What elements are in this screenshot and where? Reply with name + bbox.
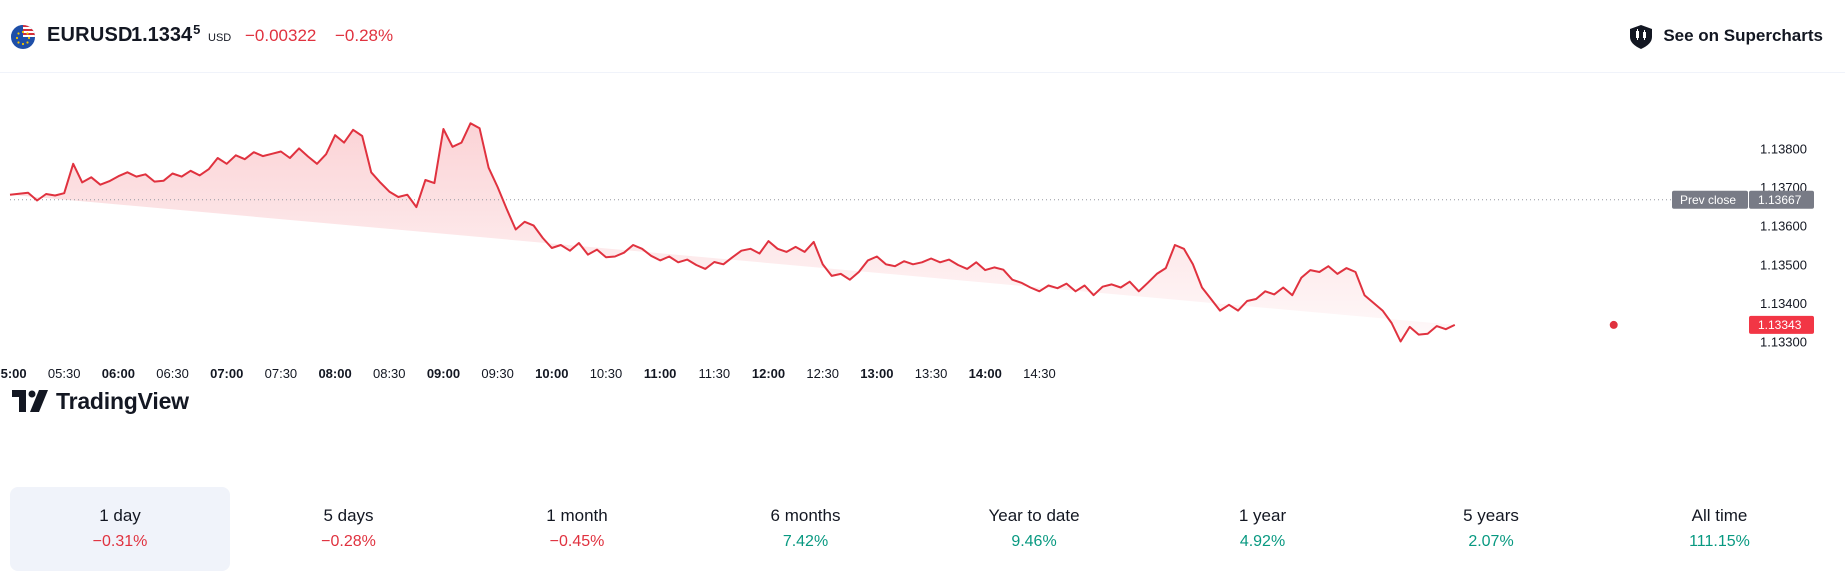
price-chart[interactable]: 1.138001.137001.136001.135001.134001.133… bbox=[0, 72, 1845, 462]
period-label: Year to date bbox=[988, 506, 1080, 525]
time-tick-label: 10:30 bbox=[590, 366, 623, 381]
price-line bbox=[9, 122, 1456, 343]
price-tick-label: 1.13500 bbox=[1760, 257, 1807, 272]
period-tab[interactable]: Year to date 9.46% bbox=[924, 487, 1144, 571]
time-axis: 05:00 05:30 06:00 06:30 07:00 07:30 08:00 08:30… bbox=[0, 366, 1056, 381]
period-change: 9.46% bbox=[1011, 533, 1057, 550]
supercharts-icon bbox=[1630, 25, 1653, 49]
tradingview-logo-icon bbox=[12, 390, 48, 412]
period-label: 6 months bbox=[770, 506, 841, 525]
period-change: −0.31% bbox=[92, 533, 148, 550]
period-tab[interactable]: 6 months 7.42% bbox=[696, 487, 916, 571]
price-area-fill bbox=[10, 123, 1455, 342]
time-tick-label: 11:00 bbox=[644, 366, 677, 381]
time-tick-label: 13:00 bbox=[860, 366, 893, 381]
last-price-tag: 1.13343 bbox=[1749, 315, 1814, 334]
period-label: 5 days bbox=[323, 506, 374, 525]
time-tick-label: 14:00 bbox=[969, 366, 1002, 381]
period-tab[interactable]: 1 year 4.92% bbox=[1153, 487, 1373, 571]
period-change: 111.15% bbox=[1689, 533, 1750, 550]
period-change: 7.42% bbox=[782, 533, 829, 550]
last-price-dot bbox=[1609, 320, 1618, 329]
price-tick-label: 1.13400 bbox=[1760, 296, 1807, 311]
prev-close-value: 1.13667 bbox=[1758, 193, 1802, 207]
symbol-header: EURUSD 1.13345 USD −0.00322 −0.28% See o… bbox=[0, 0, 1845, 73]
time-tick-label: 08:30 bbox=[373, 366, 406, 381]
time-tick-label: 07:00 bbox=[210, 366, 243, 381]
time-tick-label: 10:00 bbox=[535, 366, 568, 381]
period-tab[interactable]: 5 days −0.28% bbox=[239, 487, 459, 571]
time-tick-label: 09:30 bbox=[481, 366, 514, 381]
tradingview-brand: TradingView bbox=[56, 387, 189, 414]
period-label: 1 year bbox=[1238, 506, 1287, 525]
period-tab[interactable]: 5 years 2.07% bbox=[1381, 487, 1601, 571]
time-tick-label: 09:00 bbox=[427, 366, 460, 381]
change-percent: −0.28% bbox=[335, 26, 394, 45]
period-label: 5 years bbox=[1463, 506, 1519, 525]
tradingview-logo[interactable]: TradingView bbox=[12, 387, 189, 415]
price-main: 1.1334 bbox=[131, 24, 193, 46]
period-tab[interactable]: 1 month −0.45% bbox=[467, 487, 687, 571]
prev-close-tag: Prev close 1.13667 bbox=[1672, 190, 1814, 209]
period-selector: 1 day −0.31% 5 days −0.28% 1 month −0.45% 6 mo… bbox=[10, 487, 1825, 571]
period-tab[interactable]: 1 day −0.31% bbox=[10, 487, 230, 571]
price-tick-label: 1.13300 bbox=[1760, 335, 1807, 350]
period-label: 1 day bbox=[99, 506, 141, 525]
period-label: 1 month bbox=[546, 506, 608, 525]
time-tick-label: 11:30 bbox=[699, 366, 731, 381]
time-tick-label: 06:30 bbox=[156, 366, 189, 381]
symbol-name: EURUSD bbox=[47, 24, 133, 46]
price-tick-label: 1.13600 bbox=[1760, 219, 1807, 234]
time-tick-label: 08:00 bbox=[318, 366, 351, 381]
change-absolute: −0.00322 bbox=[245, 26, 317, 45]
time-tick-label: 12:00 bbox=[752, 366, 785, 381]
period-label: All time bbox=[1691, 506, 1748, 525]
time-tick-label: 12:30 bbox=[806, 366, 839, 381]
last-price-value: 1.13343 bbox=[1758, 318, 1802, 332]
see-on-supercharts-link[interactable]: See on Supercharts bbox=[1627, 22, 1823, 50]
currency-label: USD bbox=[208, 32, 232, 44]
period-change: 4.92% bbox=[1239, 533, 1286, 550]
time-tick-label: 06:00 bbox=[102, 366, 135, 381]
time-tick-label: 14:30 bbox=[1023, 366, 1056, 381]
period-change: −0.28% bbox=[321, 533, 376, 550]
period-change: −0.45% bbox=[549, 533, 605, 550]
time-tick-label: 07:30 bbox=[265, 366, 298, 381]
prev-close-label: Prev close bbox=[1680, 193, 1736, 207]
period-change: 2.07% bbox=[1468, 533, 1514, 550]
eu-us-flag-icon bbox=[11, 25, 35, 49]
price-tick-label: 1.13800 bbox=[1760, 141, 1807, 156]
price-fraction: 5 bbox=[193, 22, 201, 37]
time-tick-label: 05:00 bbox=[0, 366, 27, 381]
supercharts-label: See on Supercharts bbox=[1663, 26, 1823, 45]
time-tick-label: 05:30 bbox=[48, 366, 81, 381]
last-price: 1.13345 bbox=[131, 22, 201, 47]
time-tick-label: 13:30 bbox=[915, 366, 948, 381]
period-tab[interactable]: All time 111.15% bbox=[1610, 487, 1830, 571]
